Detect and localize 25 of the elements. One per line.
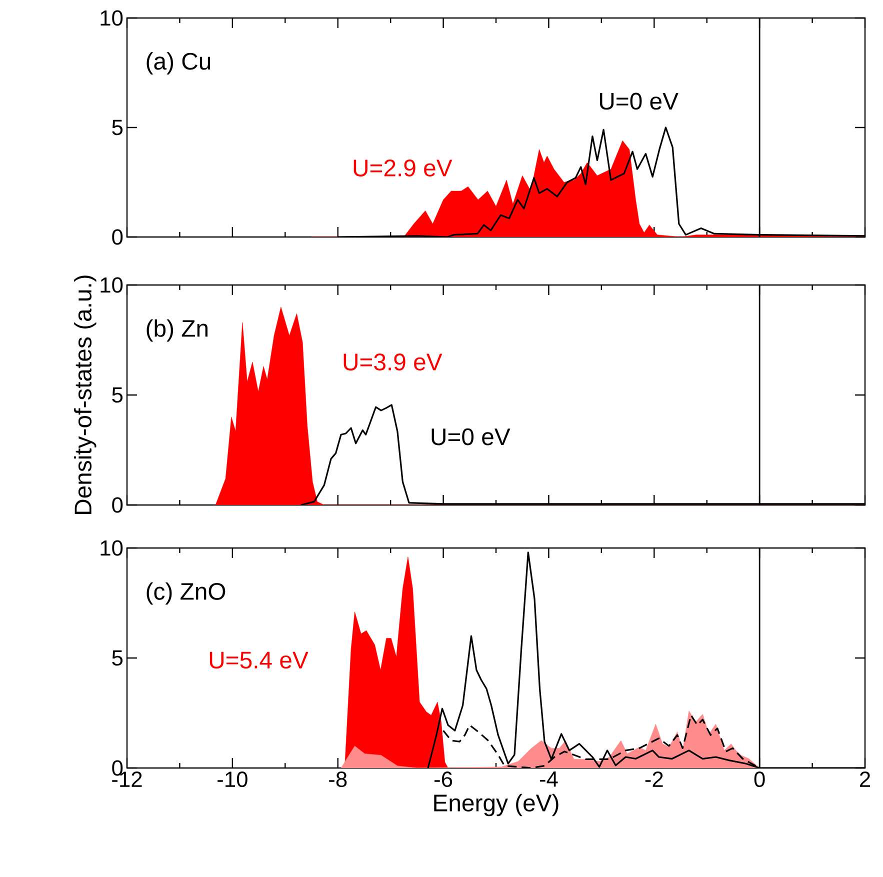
series-label: U=2.9 eV	[354, 160, 452, 176]
x-tick-label: -2	[645, 772, 663, 787]
text: (b) Zn	[146, 319, 208, 342]
y-tick-label: 10	[100, 277, 123, 293]
y-axis-title: Density-of-states (a.u.)	[74, 276, 96, 514]
series-label: U=0 eV	[600, 92, 678, 110]
y-tick-label: 5	[112, 120, 123, 136]
series-label: U=0 eV	[432, 428, 510, 446]
x-tick-label: -4	[540, 772, 558, 787]
text: (c) ZnO	[146, 582, 226, 605]
text: (a) Cu	[146, 52, 210, 74]
y-tick-label: 0	[112, 229, 123, 245]
series-label: U=5.4 eV	[210, 652, 308, 669]
x-tick-label: -10	[218, 772, 248, 788]
x-tick-label: -6	[434, 772, 452, 788]
x-tick-label: 0	[754, 772, 765, 788]
y-tick-label: 5	[112, 650, 123, 666]
y-tick-label: 10	[100, 540, 123, 556]
x-tick-label: -8	[329, 772, 347, 788]
x-tick-label: 2	[860, 772, 870, 787]
y-tick-label: 0	[112, 497, 123, 513]
y-tick-label: 5	[112, 387, 123, 403]
x-axis-title: Energy (eV)	[434, 794, 558, 816]
series-label: U=3.9 eV	[344, 354, 442, 370]
y-tick-label: 10	[100, 10, 123, 26]
